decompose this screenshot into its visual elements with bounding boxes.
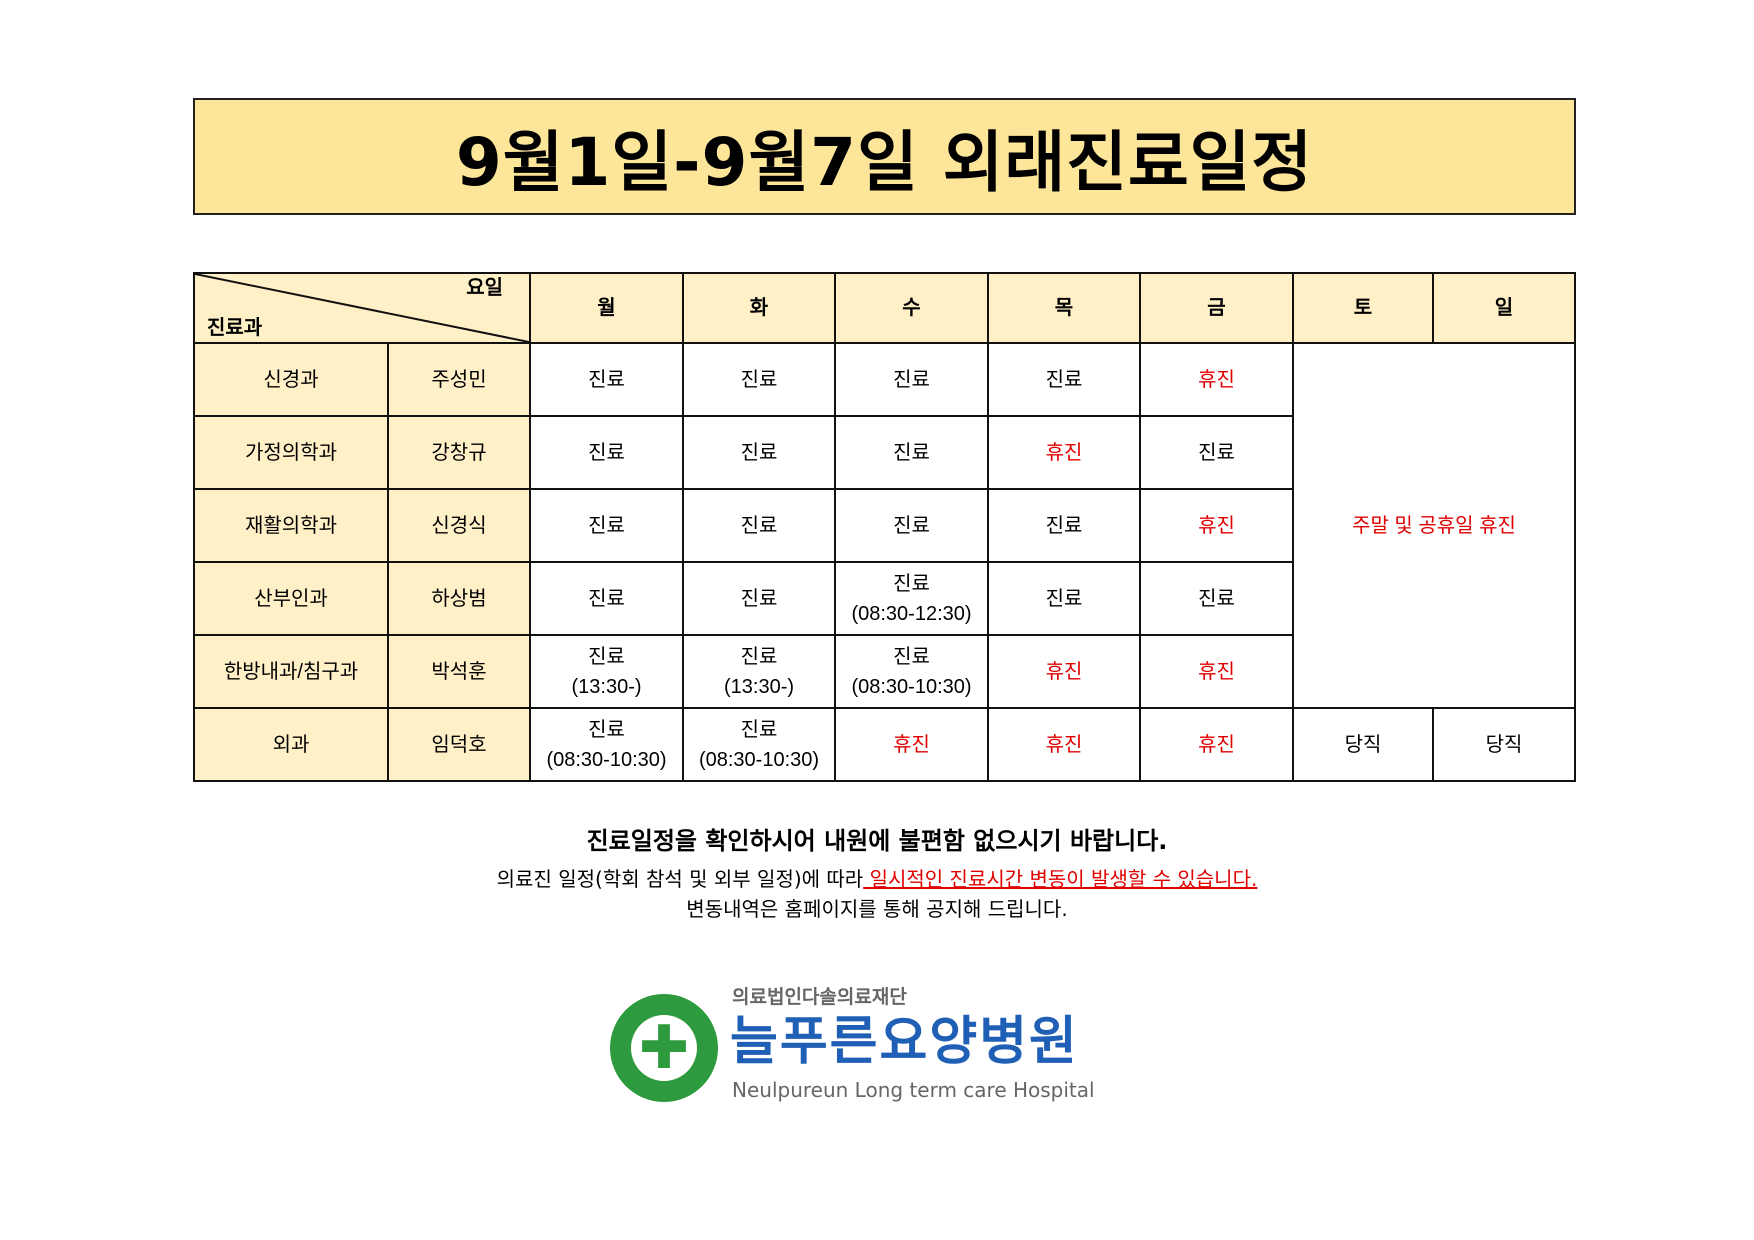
schedule-cell: 진료	[834, 488, 989, 563]
schedule-cell: 진료	[682, 415, 836, 490]
schedule-cell: 휴진	[987, 707, 1141, 782]
day-header: 월	[529, 272, 684, 344]
notice-text: 의료진 일정(학회 참석 및 외부 일정)에 따라	[496, 867, 864, 891]
schedule-cell: 진료	[529, 415, 684, 490]
notice-highlight: 일시적인 진료시간 변동이 발생할 수 있습니다.	[863, 867, 1258, 891]
schedule-cell: 진료	[987, 342, 1141, 417]
doctor-cell: 신경식	[387, 488, 531, 563]
schedule-cell: 진료 (13:30-)	[529, 634, 684, 709]
dept-cell: 한방내과/침구과	[193, 634, 389, 709]
schedule-cell: 진료 (08:30-10:30)	[834, 634, 989, 709]
schedule-cell: 진료	[987, 561, 1141, 636]
page-title: 9월1일-9월7일 외래진료일정	[455, 123, 1314, 201]
schedule-cell: 진료	[1139, 415, 1294, 490]
header-row: 요일 진료과 월 화 수 목 금 토 일	[193, 272, 1576, 344]
schedule-cell: 휴진	[834, 707, 989, 782]
schedule-cell: 진료	[682, 488, 836, 563]
schedule-cell: 진료 (08:30-10:30)	[682, 707, 836, 782]
dept-cell: 외과	[193, 707, 389, 782]
day-header: 화	[682, 272, 836, 344]
schedule-cell: 진료 (08:30-10:30)	[529, 707, 684, 782]
logo-english: Neulpureun Long term care Hospital	[732, 1078, 1095, 1102]
schedule-cell: 휴진	[1139, 707, 1294, 782]
day-header: 토	[1292, 272, 1434, 344]
doctor-cell: 하상범	[387, 561, 531, 636]
schedule-cell: 진료	[834, 342, 989, 417]
schedule-cell: 진료 (08:30-12:30)	[834, 561, 989, 636]
table-row: 재활의학과 신경식 진료 진료 진료 진료 휴진	[193, 488, 1575, 563]
weekend-note-cell: 주말 및 공휴일 휴진	[1292, 342, 1576, 709]
schedule-cell: 휴진	[987, 415, 1141, 490]
cross-seal-icon: ✚	[610, 994, 718, 1102]
schedule-cell: 진료 (13:30-)	[682, 634, 836, 709]
table-row: 가정의학과 강창규 진료 진료 진료 휴진 진료	[193, 415, 1575, 490]
schedule-cell: 진료	[682, 561, 836, 636]
table-row: 신경과 주성민 진료 진료 진료 진료 휴진 주말 및 공휴일 휴진	[193, 342, 1576, 709]
schedule-cell: 진료	[1139, 561, 1294, 636]
title-banner: 9월1일-9월7일 외래진료일정	[193, 98, 1576, 215]
corner-dept-label: 진료과	[207, 317, 263, 339]
doctor-cell: 박석훈	[387, 634, 531, 709]
day-header: 일	[1432, 272, 1576, 344]
dept-cell: 가정의학과	[193, 415, 389, 490]
table-row: 한방내과/침구과 박석훈 진료 (13:30-) 진료 (13:30-) 진료 (08:30-…	[193, 634, 1575, 709]
dept-cell: 재활의학과	[193, 488, 389, 563]
logo-org: 의료법인다솔의료재단	[732, 986, 907, 1008]
notice-line-2: 의료진 일정(학회 참석 및 외부 일정)에 따라 일시적인 진료시간 변동이 …	[0, 866, 1754, 892]
dept-cell: 신경과	[193, 342, 389, 417]
schedule-cell: 당직	[1432, 707, 1576, 782]
schedule-cell: 진료	[834, 415, 989, 490]
diagonal-line	[195, 274, 529, 342]
doctor-cell: 강창규	[387, 415, 531, 490]
schedule-cell: 휴진	[987, 634, 1141, 709]
table-row: 산부인과 하상범 진료 진료 진료 (08:30-12:30) 진료 진료	[193, 561, 1575, 636]
schedule-cell: 당직	[1292, 707, 1434, 782]
day-header: 수	[834, 272, 989, 344]
day-header: 금	[1139, 272, 1294, 344]
schedule-cell: 휴진	[1139, 634, 1294, 709]
hospital-logo: ✚ 의료법인다솔의료재단 늘푸른요양병원 Neulpureun Long ter…	[610, 986, 1170, 1110]
schedule-table: 요일 진료과 월 화 수 목 금 토 일 신경과 주성민 진료 진료 진료 진료 휴진 주말 및 공휴일 휴진 가…	[193, 272, 1576, 782]
schedule-cell: 휴진	[1139, 342, 1294, 417]
schedule-cell: 휴진	[1139, 488, 1294, 563]
table-row: 외과 임덕호 진료 (08:30-10:30) 진료 (08:30-10:30) 휴진 휴진 휴…	[193, 707, 1576, 782]
logo-name: 늘푸른요양병원	[730, 1012, 1079, 1072]
doctor-cell: 임덕호	[387, 707, 531, 782]
doctor-cell: 주성민	[387, 342, 531, 417]
schedule-cell: 진료	[529, 561, 684, 636]
notice-line-1: 진료일정을 확인하시어 내원에 불편함 없으시기 바랍니다.	[586, 827, 1168, 855]
schedule-cell: 진료	[682, 342, 836, 417]
day-header: 목	[987, 272, 1141, 344]
corner-day-label: 요일	[466, 277, 503, 299]
schedule-cell: 진료	[529, 342, 684, 417]
schedule-cell: 진료	[987, 488, 1141, 563]
schedule-cell: 진료	[529, 488, 684, 563]
dept-cell: 산부인과	[193, 561, 389, 636]
notice-line-3: 변동내역은 홈페이지를 통해 공지해 드립니다.	[686, 897, 1068, 921]
